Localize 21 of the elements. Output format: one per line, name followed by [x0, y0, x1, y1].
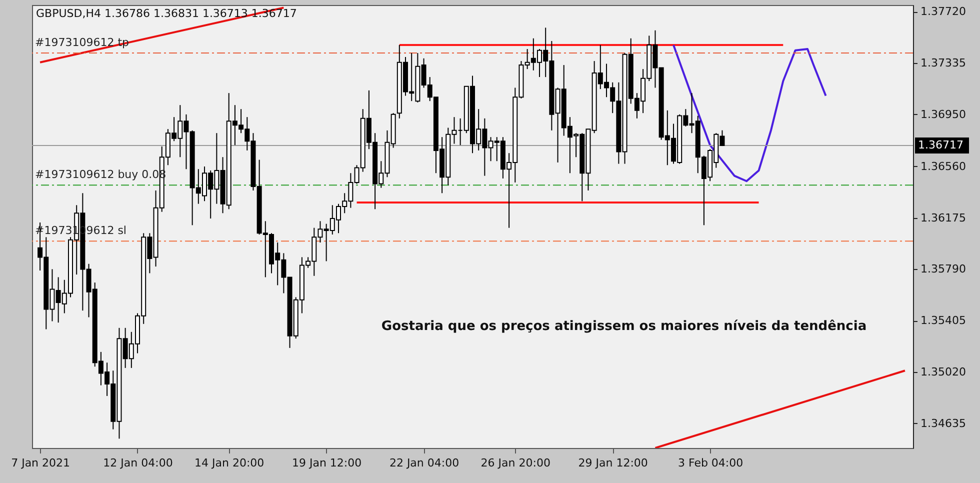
y-tick-label: 1.36950	[920, 108, 966, 121]
x-tick-label: 19 Jan 12:00	[292, 456, 362, 470]
y-tick-label: 1.36560	[920, 160, 966, 173]
x-tick-label: 7 Jan 2021	[11, 456, 70, 470]
chart-title: GBPUSD,H4 1.36786 1.36831 1.36713 1.36717	[36, 7, 297, 20]
y-tick-label: 1.36175	[920, 211, 966, 224]
x-tick-label: 14 Jan 20:00	[194, 456, 264, 470]
x-tick-label: 22 Jan 04:00	[389, 456, 460, 470]
x-tick-label: 29 Jan 12:00	[578, 456, 648, 470]
x-tick-label: 26 Jan 20:00	[480, 456, 550, 470]
y-tick-label: 1.35790	[920, 262, 966, 276]
line-series	[672, 44, 827, 182]
y-tick-label: 1.35405	[920, 314, 966, 328]
y-tick-label: 1.34635	[920, 416, 966, 430]
x-tick-label: 3 Feb 04:00	[678, 456, 744, 470]
y-tick-label: 1.37720	[920, 5, 966, 18]
y-tick-label: 1.35020	[920, 365, 966, 378]
y-tick-label: 1.37335	[920, 56, 966, 70]
ref-line-label: 1.36717	[918, 138, 964, 152]
x-tick-label: 12 Jan 04:00	[103, 456, 173, 470]
annotation: Gostaria que os preços atingissem os maiores níveis da tendência	[381, 319, 867, 334]
